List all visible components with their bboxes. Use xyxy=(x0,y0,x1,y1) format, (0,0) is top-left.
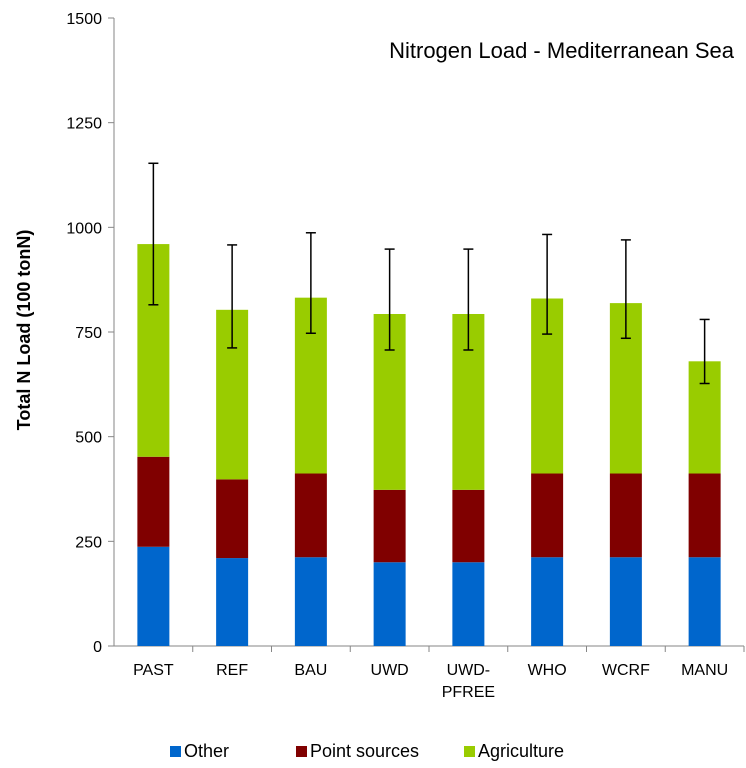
y-tick-label: 1000 xyxy=(66,220,102,237)
bar-segment-other xyxy=(531,557,564,646)
bar-segment-point-sources xyxy=(137,456,170,547)
x-category-label: MANU xyxy=(681,662,728,679)
x-category-label: UWD xyxy=(371,662,409,679)
chart-bars xyxy=(137,244,721,646)
y-axis-label: Total N Load (100 tonN) xyxy=(14,230,34,431)
bar-segment-point-sources xyxy=(609,473,642,558)
y-tick-label: 500 xyxy=(75,430,102,447)
y-tick-label: 1250 xyxy=(66,116,102,133)
bar-segment-other xyxy=(216,558,249,646)
legend-swatch xyxy=(296,746,307,757)
y-axis-ticks: 0 250 500 750 1000 1250 1500 xyxy=(66,11,114,656)
bar-segment-other xyxy=(373,562,406,646)
bar-segment-other xyxy=(609,557,642,646)
x-axis-categories: PAST REF BAU UWD UWD- PFREE WHO WCRF MANU xyxy=(133,646,745,701)
x-category-label: WHO xyxy=(528,662,567,679)
x-category-label: BAU xyxy=(294,662,327,679)
legend-swatch xyxy=(170,746,181,757)
bar-segment-point-sources xyxy=(531,473,564,558)
x-category-label: WCRF xyxy=(602,662,650,679)
x-category-label: UWD- xyxy=(447,662,491,679)
chart-axes xyxy=(113,18,744,647)
x-category-label: REF xyxy=(216,662,248,679)
bar-segment-point-sources xyxy=(294,473,327,558)
legend-swatch xyxy=(464,746,475,757)
bar-segment-point-sources xyxy=(216,479,249,559)
bar-segment-other xyxy=(688,557,721,646)
bar-segment-point-sources xyxy=(452,489,485,563)
bar-segment-other xyxy=(452,562,485,646)
legend-label: Other xyxy=(184,741,229,761)
chart-legend: Other Point sources Agriculture xyxy=(170,741,564,761)
y-tick-label: 750 xyxy=(75,325,102,342)
bar-segment-point-sources xyxy=(373,489,406,563)
bar-segment-other xyxy=(294,557,327,646)
x-category-label: PFREE xyxy=(442,684,495,701)
y-tick-label: 0 xyxy=(93,639,102,656)
y-tick-label: 1500 xyxy=(66,11,102,28)
chart-error-bars xyxy=(148,162,710,385)
bar-segment-other xyxy=(137,546,170,646)
chart-title: Nitrogen Load - Mediterranean Sea xyxy=(389,38,735,63)
y-tick-label: 250 xyxy=(75,534,102,551)
legend-label: Point sources xyxy=(310,741,419,761)
x-category-label: PAST xyxy=(133,662,174,679)
bar-segment-point-sources xyxy=(688,473,721,558)
legend-label: Agriculture xyxy=(478,741,564,761)
